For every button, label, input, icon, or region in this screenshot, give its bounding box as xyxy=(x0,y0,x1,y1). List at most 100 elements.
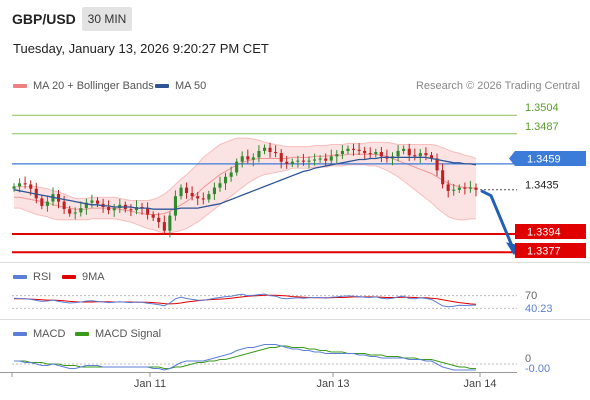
legend-bollinger: MA 20 + Bollinger Bands xyxy=(13,80,154,92)
rsi-70-label: 70 xyxy=(525,290,537,302)
candle xyxy=(335,154,339,157)
bollinger-lower-line xyxy=(14,164,476,234)
rsi-pane xyxy=(12,293,517,309)
candle xyxy=(379,152,383,157)
resistance-2-label: 1.3504 xyxy=(525,102,559,114)
macd-value-label: -0.00 xyxy=(525,363,550,375)
candle xyxy=(173,196,177,216)
bollinger-band-fill xyxy=(14,138,476,233)
chart-datetime: Tuesday, January 13, 2026 9:20:27 PM CET xyxy=(13,41,269,56)
candle xyxy=(79,208,83,213)
candle xyxy=(168,215,172,231)
x-tick-label: Jan 11 xyxy=(134,378,166,390)
candle xyxy=(201,198,205,200)
legend-rsi: RSI xyxy=(13,271,51,283)
candle xyxy=(157,217,161,223)
candle xyxy=(62,201,66,210)
support-1-label: 1.3394 xyxy=(527,227,561,239)
candle xyxy=(368,153,372,155)
rsi-swatch xyxy=(13,275,27,280)
candle xyxy=(268,147,272,152)
x-tick-label: Jan 14 xyxy=(463,378,496,390)
candle xyxy=(290,161,294,164)
ma50-line xyxy=(13,156,477,210)
candle xyxy=(218,183,222,188)
macd-swatch xyxy=(13,332,27,337)
candle xyxy=(363,150,367,154)
legend-9ma-label: 9MA xyxy=(82,271,105,283)
support-2-tag xyxy=(515,243,586,258)
candle xyxy=(279,153,283,162)
rsi-9ma-line xyxy=(14,294,477,305)
candle xyxy=(185,187,189,193)
candle xyxy=(452,189,456,191)
price-pane xyxy=(12,114,519,256)
candle xyxy=(224,176,228,184)
candle xyxy=(251,157,255,160)
candle xyxy=(207,194,211,200)
candle xyxy=(179,187,183,197)
research-credit: Research © 2026 Trading Central xyxy=(415,80,580,92)
rsi-value-label: 40.23 xyxy=(525,303,553,315)
macd-signal-swatch xyxy=(75,332,89,337)
candle xyxy=(190,193,194,197)
pivot-price-tag xyxy=(509,151,586,166)
candle xyxy=(340,150,344,155)
support-1-tag xyxy=(515,224,586,239)
candle xyxy=(90,200,94,203)
9ma-swatch xyxy=(62,275,76,280)
candle xyxy=(246,156,250,160)
legend-ma50: MA 50 xyxy=(155,80,206,92)
candle xyxy=(418,153,422,157)
candle xyxy=(468,187,472,189)
macd-zero-label: 0 xyxy=(525,353,531,365)
candle xyxy=(229,172,233,177)
candle xyxy=(352,148,356,150)
candle xyxy=(402,148,406,151)
macd-signal-line xyxy=(14,345,476,369)
candle xyxy=(318,158,322,160)
candle xyxy=(435,158,439,171)
ma50-swatch xyxy=(155,84,169,89)
pivot-price-label: 1.3459 xyxy=(527,154,561,166)
candle xyxy=(151,214,155,218)
candle xyxy=(29,184,33,189)
rsi-line xyxy=(13,293,477,308)
candle xyxy=(396,150,400,157)
candle xyxy=(307,160,311,162)
candle xyxy=(357,149,361,151)
candle xyxy=(40,198,44,206)
support-2-label: 1.3377 xyxy=(527,246,561,258)
bollinger-upper-line xyxy=(14,137,477,201)
last-price-label: 1.3435 xyxy=(525,180,559,192)
candle xyxy=(301,160,305,162)
candle xyxy=(240,156,244,162)
candle xyxy=(12,186,16,189)
candle xyxy=(68,209,72,214)
candle xyxy=(45,201,49,206)
candle xyxy=(429,155,433,159)
candle xyxy=(73,212,77,214)
candle xyxy=(424,153,428,156)
candle xyxy=(96,200,100,204)
bollinger-swatch xyxy=(13,84,27,89)
candle xyxy=(235,161,239,173)
candle xyxy=(463,187,467,189)
candle xyxy=(296,160,300,162)
candle xyxy=(196,196,200,199)
candle xyxy=(413,155,417,157)
candle xyxy=(457,187,461,190)
forecast-arrow xyxy=(480,189,515,249)
legend-macd: MACD xyxy=(13,328,65,340)
candle xyxy=(18,183,22,187)
candle xyxy=(313,159,317,161)
candle xyxy=(374,152,378,155)
symbol-title: GBP/USD xyxy=(12,11,76,27)
legend-ma50-label: MA 50 xyxy=(175,80,207,92)
candle xyxy=(346,148,350,151)
timeframe-button[interactable]: 30 MIN xyxy=(82,7,132,31)
candle xyxy=(212,187,216,195)
candle xyxy=(285,161,289,164)
macd-pane xyxy=(12,344,517,371)
